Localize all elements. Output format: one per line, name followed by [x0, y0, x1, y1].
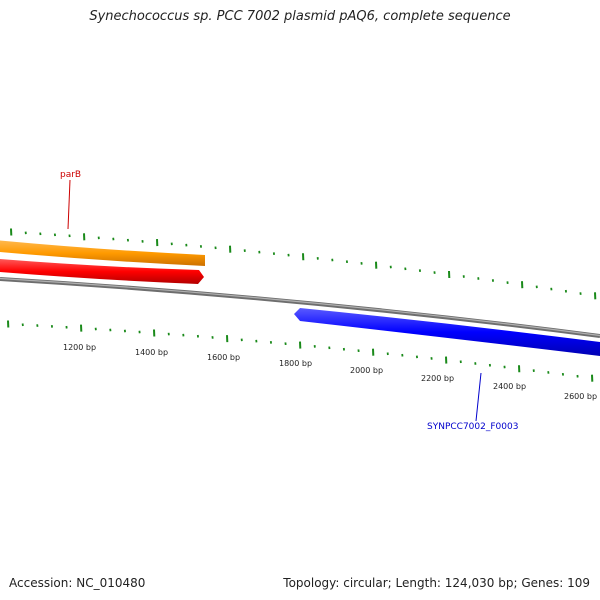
tick-label-1600: 1600 bp [207, 353, 240, 362]
tick-label-2200: 2200 bp [421, 374, 454, 383]
plasmid-backbone [0, 277, 600, 338]
gene-arrow-SYNPCC7002_F0003[interactable] [294, 308, 600, 356]
tick-label-1400: 1400 bp [135, 348, 168, 357]
parB-leader-line [67, 179, 71, 230]
gene-arrow-parB[interactable] [0, 259, 204, 284]
gene-label-parB[interactable]: parB [60, 170, 81, 180]
tick-label-2600: 2600 bp [564, 392, 597, 401]
map-title: Synechococcus sp. PCC 7002 plasmid pAQ6,… [89, 9, 511, 24]
inner-tick-ring [7, 320, 594, 382]
tick-label-2000: 2000 bp [350, 366, 383, 375]
outer-tick-ring [10, 228, 597, 300]
SYNPCC7002_F0003-leader-line [475, 372, 482, 422]
plasmid-backbone-highlight [0, 277, 600, 337]
gene-label-SYNPCC7002_F0003[interactable]: SYNPCC7002_F0003 [427, 422, 518, 432]
tick-label-1200: 1200 bp [63, 343, 96, 352]
tick-label-2400: 2400 bp [493, 382, 526, 391]
tick-label-1800: 1800 bp [279, 359, 312, 368]
orange-feature-track[interactable] [0, 240, 205, 267]
accession-text: Accession: NC_010480 [9, 576, 146, 590]
sequence-summary-text: Topology: circular; Length: 124,030 bp; … [283, 576, 590, 590]
